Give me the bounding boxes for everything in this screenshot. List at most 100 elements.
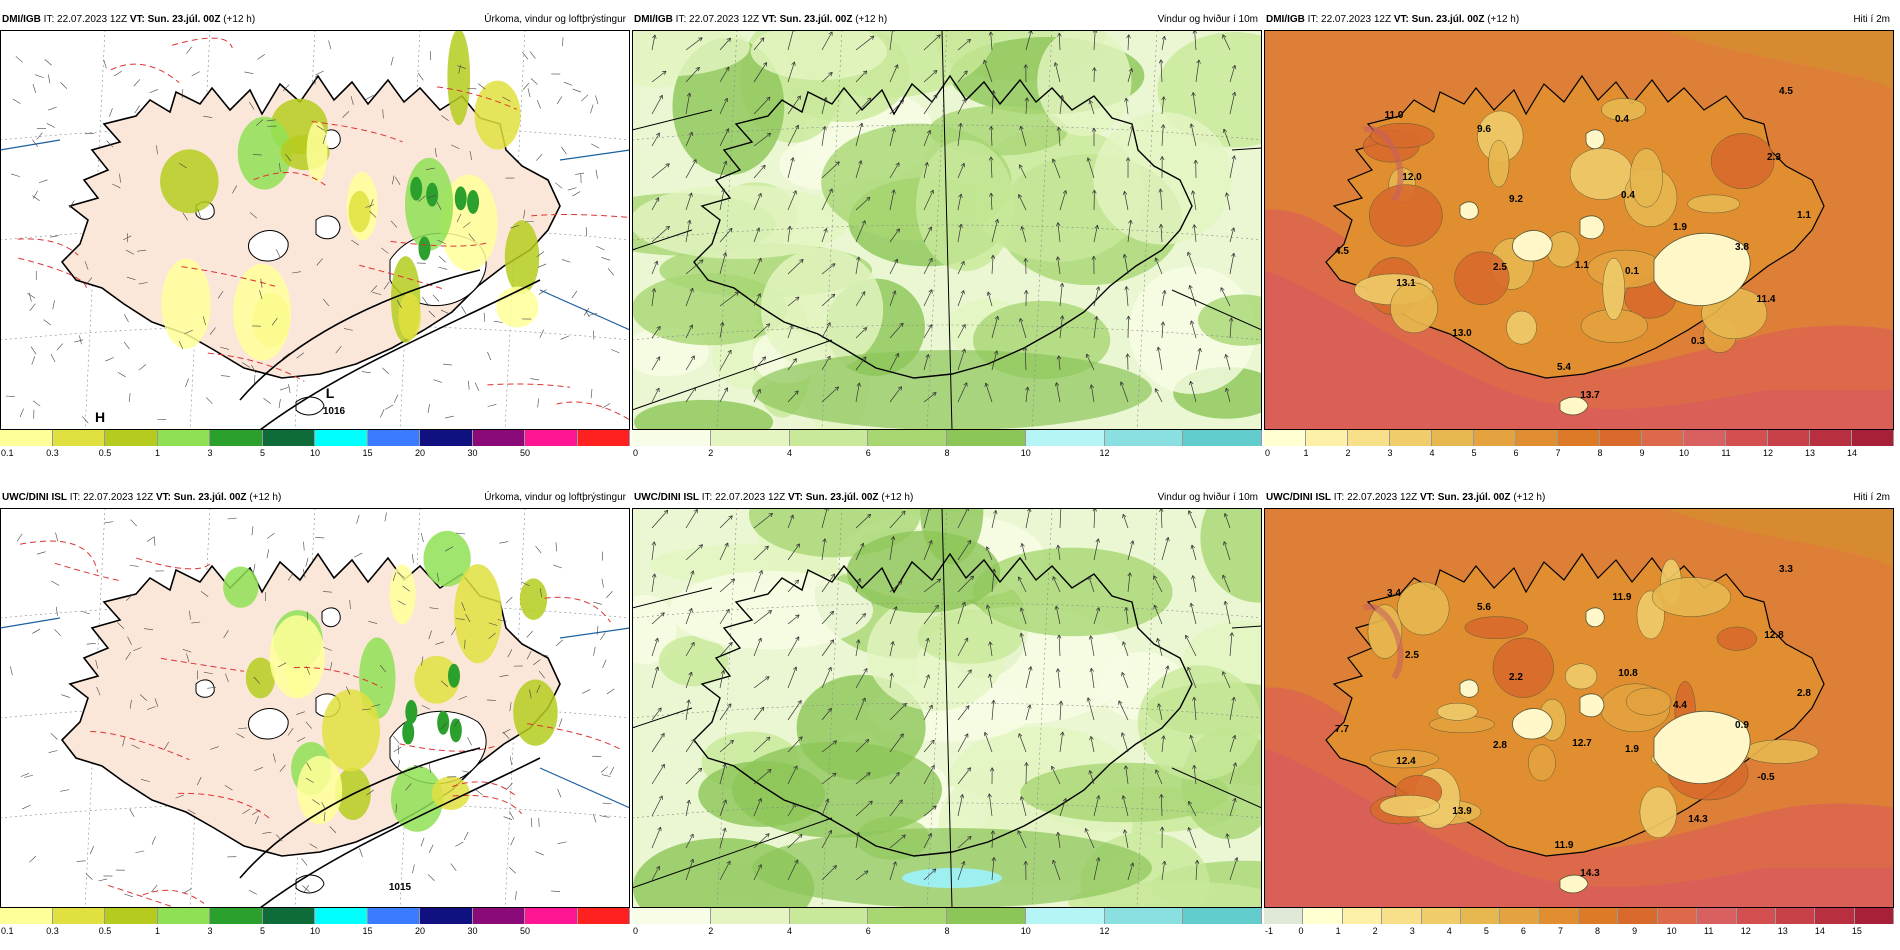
panel-header: UWC/DINI ISL IT: 22.07.2023 12Z VT: Sun.… <box>0 488 630 508</box>
colorbar-swatch <box>868 908 947 924</box>
colorbar-tick-label: 2 <box>708 448 714 458</box>
colorbar-tick-label: 11 <box>1721 448 1731 458</box>
colorbar-tick-label: 1 <box>154 448 161 458</box>
colorbar-swatch <box>420 430 473 446</box>
colorbar-swatch <box>632 430 711 446</box>
colorbar-tick-label: 8 <box>944 926 950 936</box>
temperature-labels: 11.0 9.6 0.4 4.5 12.0 9.2 0.4 2.3 1.9 1.1 4.5 2.5 1.… <box>1335 86 1811 401</box>
valid-time: VT: Sun. 23.júl. 00Z <box>787 492 879 503</box>
colorbar-swatch <box>1390 430 1432 446</box>
colorbar-swatch <box>577 430 630 446</box>
temperature-label: 13.1 <box>1396 278 1416 289</box>
panel-header: DMI/IGB IT: 22.07.2023 12Z VT: Sun. 23.j… <box>632 10 1262 30</box>
colorbar-tick-label: 15 <box>362 448 373 458</box>
colorbar-tick-label: 12 <box>1740 926 1751 936</box>
panel-header: DMI/IGB IT: 22.07.2023 12Z VT: Sun. 23.j… <box>0 10 630 30</box>
panel-header: DMI/IGB IT: 22.07.2023 12Z VT: Sun. 23.j… <box>1264 10 1894 30</box>
colorbar-tick-label: 5 <box>1471 448 1477 458</box>
field-title: Vindur og hviður í 10m <box>1157 14 1258 25</box>
colorbar-tick-label: 10 <box>1020 926 1031 936</box>
map-panel-uwc-wind: UWC/DINI ISL IT: 22.07.2023 12Z VT: Sun.… <box>632 488 1262 948</box>
temperature-label: 3.8 <box>1735 242 1749 253</box>
colorbar-swatch <box>367 430 420 446</box>
colorbar-swatch <box>1852 430 1894 446</box>
temperature-label: 1.1 <box>1797 210 1811 221</box>
valid-time: VT: Sun. 23.júl. 00Z <box>1419 492 1511 503</box>
colorbar-tick-label: 8 <box>944 448 950 458</box>
colorbar-swatch <box>262 908 315 924</box>
colorbar-swatch <box>1264 430 1306 446</box>
colorbar-tick-label: 0.3 <box>46 926 59 936</box>
colorbar-tick-label: 4 <box>1446 926 1452 936</box>
colorbar-swatch <box>1558 430 1600 446</box>
colorbar-tick-label: 7 <box>1555 448 1561 458</box>
temperature-label: 5.6 <box>1477 602 1491 613</box>
colorbar-tick-label: 0.1 <box>1 448 14 458</box>
colorbar-legend: -1 0 1 2 3 4 5 6 7 8 9 10 11 12 13 14 15 <box>1264 908 1894 942</box>
colorbar-tick-label: 2 <box>708 926 714 936</box>
colorbar-tick-label: 20 <box>414 448 426 458</box>
colorbar-swatch <box>1382 908 1422 924</box>
colorbar-swatch <box>1264 908 1304 924</box>
colorbar-tick-label: 4 <box>1429 448 1435 458</box>
colorbar-swatch <box>1618 908 1658 924</box>
colorbar-swatch <box>157 430 210 446</box>
valid-time: VT: Sun. 23.júl. 00Z <box>1393 14 1485 25</box>
colorbar-swatch <box>0 430 53 446</box>
colorbar-tick-label: 5 <box>259 448 266 458</box>
temperature-label: 13.7 <box>1580 390 1600 401</box>
colorbar-swatch <box>105 908 158 924</box>
colorbar-tick-label: 0 <box>633 448 639 458</box>
temperature-label: 14.3 <box>1580 868 1600 879</box>
init-time: IT: 22.07.2023 12Z <box>701 492 786 503</box>
colorbar-swatch <box>710 908 790 924</box>
map-svg: 10151016 <box>0 508 630 908</box>
colorbar-swatch <box>1025 908 1105 924</box>
colorbar-tick-label: 50 <box>519 448 531 458</box>
colorbar-tick-label: 30 <box>467 448 478 458</box>
map-svg <box>632 508 1262 908</box>
colorbar-swatch <box>710 430 790 446</box>
colorbar-tick-label: 3 <box>207 448 213 458</box>
colorbar-tick-label: 1 <box>1335 926 1341 936</box>
colorbar-tick-label: 20 <box>414 926 426 936</box>
colorbar-swatch <box>868 430 947 446</box>
model-name: UWC/DINI ISL <box>2 492 67 503</box>
temperature-label: 7.7 <box>1335 724 1349 735</box>
init-time: IT: 22.07.2023 12Z <box>1333 492 1418 503</box>
temperature-label: 4.5 <box>1779 86 1793 97</box>
temperature-label: 1.9 <box>1673 222 1687 233</box>
panel-header: UWC/DINI ISL IT: 22.07.2023 12Z VT: Sun.… <box>632 488 1262 508</box>
colorbar-swatch <box>1642 430 1684 446</box>
colorbar-tick-label: 11 <box>1704 926 1714 936</box>
temperature-label: 2.2 <box>1509 672 1523 683</box>
colorbar-swatch <box>1474 430 1516 446</box>
temperature-label: 3.4 <box>1387 588 1401 599</box>
colorbar-tick-label: 12 <box>1099 448 1110 458</box>
colorbar-swatch <box>1516 430 1558 446</box>
colorbar-tick-label: 12 <box>1099 926 1110 936</box>
temperature-label: 14.3 <box>1688 814 1708 825</box>
colorbar-tick-label: 1 <box>154 926 161 936</box>
temperature-label: 2.5 <box>1405 650 1419 661</box>
colorbar-legend: 0.1 0.3 0.5 1 3 5 10 15 20 30 50 <box>0 430 630 464</box>
valid-time: VT: Sun. 23.júl. 00Z <box>761 14 853 25</box>
temperature-label: 12.8 <box>1764 630 1784 641</box>
colorbar-tick-label: 0.3 <box>46 448 59 458</box>
temperature-label: 4.5 <box>1335 246 1349 257</box>
colorbar-swatch <box>789 908 869 924</box>
init-time: IT: 22.07.2023 12Z <box>69 492 154 503</box>
colorbar-swatch <box>1306 430 1348 446</box>
colorbar-swatch <box>1775 908 1816 924</box>
colorbar-tick-label: 6 <box>865 448 871 458</box>
colorbar-tick-label: 7 <box>1557 926 1563 936</box>
colorbar-swatch <box>1104 430 1184 446</box>
colorbar-swatch <box>947 908 1026 924</box>
colorbar-swatch <box>1183 908 1262 924</box>
colorbar-tick-label: 5 <box>1483 926 1489 936</box>
lead-time: (+12 h) <box>1513 492 1546 503</box>
colorbar-swatch <box>1854 908 1894 924</box>
colorbar-swatch <box>1684 430 1726 446</box>
colorbar-swatch <box>472 430 525 446</box>
colorbar-tick-label: 4 <box>786 448 793 458</box>
